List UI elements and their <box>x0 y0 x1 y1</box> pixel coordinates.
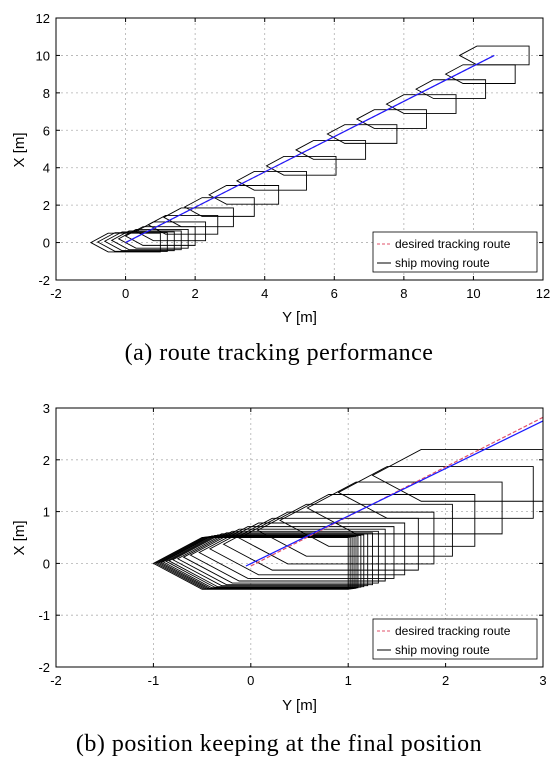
y-tick-label: 12 <box>36 11 50 26</box>
y-tick-label: 10 <box>36 48 50 63</box>
ship-outline <box>117 229 189 249</box>
ship-outline <box>189 528 386 582</box>
x-tick-label: -2 <box>50 673 62 688</box>
axes-frame <box>55 17 544 281</box>
x-tick-label: 0 <box>122 286 129 301</box>
plot-data <box>89 45 530 253</box>
ship-outline <box>152 537 349 590</box>
plot-data <box>152 416 543 590</box>
ship-outline <box>444 64 516 84</box>
legend-label: desired tracking route <box>395 624 511 638</box>
ship-outline <box>238 511 435 565</box>
x-tick-label: 4 <box>261 286 268 301</box>
ship-outline <box>306 481 503 535</box>
ship-outline <box>208 522 406 576</box>
ship-outline <box>458 45 530 66</box>
y-tick-label: 0 <box>43 236 50 251</box>
ship-outline <box>337 466 534 519</box>
series-line-1 <box>245 420 543 567</box>
ship-outline <box>156 536 353 590</box>
x-tick-label: 6 <box>331 286 338 301</box>
y-tick-label: 0 <box>43 556 50 571</box>
x-tick-label: -1 <box>148 673 160 688</box>
legend-box <box>372 231 538 273</box>
y-tick-label: -1 <box>38 608 50 623</box>
ship-outline <box>154 536 351 590</box>
y-tick-label: 2 <box>43 453 50 468</box>
legend-box <box>372 618 538 660</box>
caption-a: (a) route tracking performance <box>124 340 434 366</box>
x-tick-label: 1 <box>345 673 352 688</box>
ship-outline <box>147 214 219 235</box>
y-tick-label: -2 <box>38 273 50 288</box>
series-line-1 <box>125 54 495 244</box>
ship-outline <box>162 535 359 589</box>
ship-outline <box>279 494 476 547</box>
y-tick-label: 1 <box>43 505 50 520</box>
y-tick-label: -2 <box>38 660 50 675</box>
ship-outline <box>222 517 419 571</box>
caption-b: (b) position keeping at the final positi… <box>75 731 483 757</box>
x-tick-label: 8 <box>400 286 407 301</box>
ship-outline <box>208 185 280 205</box>
ship-outline <box>355 109 427 129</box>
ship-outline <box>198 526 395 579</box>
x-tick-label: 2 <box>192 286 199 301</box>
ship-outline <box>89 232 161 253</box>
ship-outline <box>160 536 357 589</box>
x-tick-label: 2 <box>442 673 449 688</box>
ship-outline <box>103 231 175 252</box>
ship-outline <box>183 197 255 217</box>
x-tick-label: -2 <box>50 286 62 301</box>
ship-outline <box>385 94 457 114</box>
ship-outline <box>265 156 337 176</box>
y-axis-label: X [m] <box>11 132 28 167</box>
axes-frame <box>55 407 544 668</box>
legend-label: ship moving route <box>395 643 490 657</box>
x-tick-label: 10 <box>466 286 480 301</box>
y-tick-label: 6 <box>43 123 50 138</box>
y-tick-label: 8 <box>43 86 50 101</box>
ship-outline <box>124 226 196 246</box>
ship-outline <box>96 232 168 252</box>
chart-panel-0: -2 0 2 4 6 8 10 12 -2 0 2 4 6 8 10 12 Y [m] X [m] desired … <box>11 11 550 326</box>
x-tick-label: 12 <box>536 286 550 301</box>
ship-outline <box>171 533 369 587</box>
y-tick-label: 4 <box>43 161 50 176</box>
legend: desired tracking route ship moving route <box>372 231 538 273</box>
ship-outline <box>326 124 398 144</box>
legend-label: desired tracking route <box>395 237 511 251</box>
ship-outline <box>182 530 379 584</box>
x-tick-label: 3 <box>539 673 546 688</box>
ship-outline <box>295 140 367 160</box>
ship-outline <box>168 534 365 588</box>
ship-outline <box>158 536 355 589</box>
legend: desired tracking route ship moving route <box>372 618 538 660</box>
x-axis-label: Y [m] <box>282 309 317 326</box>
x-tick-label: 0 <box>247 673 254 688</box>
ship-outline <box>371 448 543 502</box>
ship-outline <box>235 171 307 191</box>
legend-label: ship moving route <box>395 256 490 270</box>
y-tick-label: 2 <box>43 198 50 213</box>
chart-panel-1: -2 -1 0 1 2 3 -2 -1 0 1 2 3 Y [m] X [m] desired tracki… <box>11 401 547 714</box>
x-axis-label: Y [m] <box>282 697 317 714</box>
y-axis-label: X [m] <box>11 520 28 555</box>
y-tick-label: 3 <box>43 401 50 416</box>
ship-outline <box>415 79 487 99</box>
ship-outline <box>256 503 453 557</box>
ship-outline <box>176 532 373 586</box>
ship-outline <box>162 207 234 228</box>
ship-outline <box>165 534 362 588</box>
